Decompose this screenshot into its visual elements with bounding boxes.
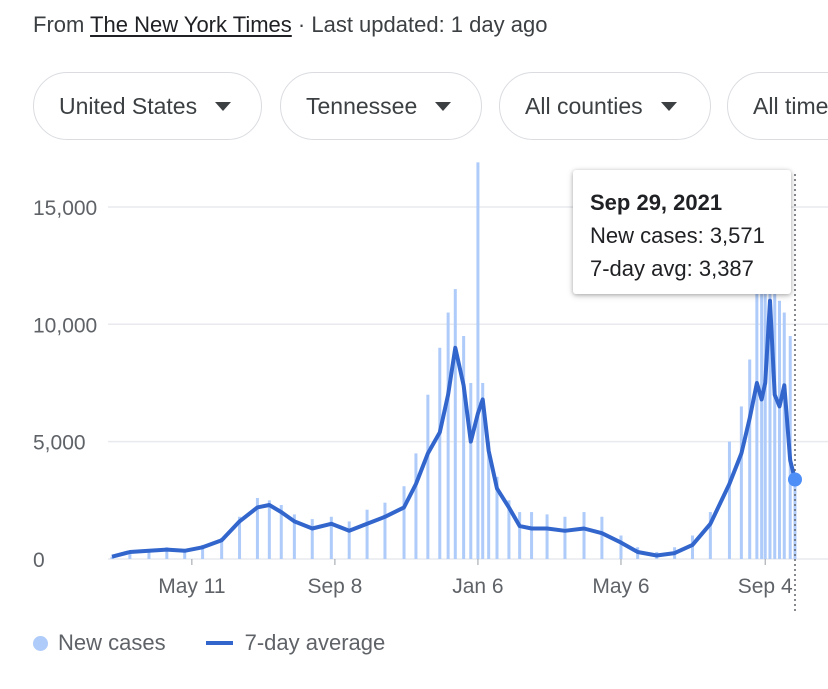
- publisher-link[interactable]: The New York Times: [90, 12, 292, 37]
- seven-day-average-line: [111, 298, 797, 559]
- dropdown-arrow-icon: [215, 101, 232, 111]
- new-cases-bar: [453, 289, 457, 559]
- new-cases-bar: [530, 512, 534, 559]
- x-tick-label: Jan 6: [452, 575, 503, 598]
- state-filter-chip[interactable]: Tennessee: [280, 72, 482, 140]
- new-cases-bar: [563, 516, 567, 559]
- x-tick-label: Sep 8: [307, 575, 362, 598]
- new-cases-bar: [110, 556, 114, 559]
- new-cases-bar: [507, 500, 511, 559]
- cases-chart[interactable]: 0 5,000 10,000 15,000 May 11 Sep 8 Jan 6 May 6 S…: [0, 160, 828, 620]
- tooltip-7day-avg: 7-day avg: 3,387: [590, 256, 754, 281]
- time-filter-chip[interactable]: All time: [727, 72, 828, 140]
- y-tick-label: 0: [33, 549, 45, 572]
- new-cases-bar: [739, 406, 743, 559]
- new-cases-bar: [220, 537, 224, 559]
- new-cases-bar: [495, 476, 499, 559]
- new-cases-bar: [310, 519, 314, 559]
- new-cases-bar: [793, 475, 797, 559]
- new-cases-bar: [402, 486, 406, 559]
- state-filter-label: Tennessee: [306, 92, 418, 119]
- new-cases-bar: [727, 441, 731, 559]
- country-filter-label: United States: [59, 92, 198, 119]
- last-updated-text: · Last updated: 1 day ago: [291, 12, 548, 37]
- new-cases-bar: [329, 516, 333, 559]
- new-cases-bar: [476, 162, 480, 560]
- avg-legend-label: 7-day average: [244, 630, 386, 655]
- x-tick-label: May 11: [158, 575, 225, 598]
- new-cases-bar: [267, 500, 271, 559]
- source-prefix: From: [33, 12, 91, 37]
- county-filter-label: All counties: [525, 92, 643, 119]
- new-cases-bar: [201, 544, 205, 559]
- chart-legend: New cases 7-day average: [33, 630, 385, 656]
- new-cases-bar: [128, 551, 132, 559]
- new-cases-bar: [748, 359, 752, 559]
- new-cases-bar: [165, 547, 169, 559]
- country-filter-chip[interactable]: United States: [33, 72, 262, 140]
- new-cases-bar: [487, 441, 491, 559]
- new-cases-legend-swatch: [33, 635, 48, 651]
- new-cases-bar: [383, 502, 387, 559]
- new-cases-bar: [438, 347, 442, 559]
- new-cases-bar: [147, 549, 151, 559]
- dropdown-arrow-icon: [435, 101, 452, 111]
- avg-legend-swatch: [205, 641, 233, 645]
- new-cases-bar: [763, 277, 767, 559]
- new-cases-bar: [778, 300, 782, 559]
- new-cases-bar: [255, 497, 259, 559]
- new-cases-bar: [347, 521, 351, 559]
- y-tick-label: 15,000: [33, 197, 97, 220]
- new-cases-bar: [292, 514, 296, 559]
- chart-tooltip: Sep 29, 2021 New cases: 3,571 7-day avg:…: [573, 170, 791, 294]
- new-cases-bar: [760, 282, 764, 559]
- new-cases-bar: [782, 312, 786, 559]
- dropdown-arrow-icon: [660, 101, 677, 111]
- x-tick-label: Sep 4: [738, 575, 793, 598]
- new-cases-bar: [279, 505, 283, 559]
- time-filter-label: All time: [753, 92, 828, 119]
- y-tick-label: 10,000: [33, 314, 97, 337]
- tooltip-date: Sep 29, 2021: [590, 190, 723, 215]
- new-cases-bar: [773, 289, 777, 559]
- new-cases-bar: [426, 394, 430, 559]
- new-cases-bar: [708, 512, 712, 559]
- new-cases-bar: [600, 516, 604, 559]
- new-cases-bar: [462, 336, 466, 559]
- tooltip-new-cases: New cases: 3,571: [590, 223, 765, 248]
- new-cases-bar: [755, 277, 759, 559]
- new-cases-bar: [365, 509, 369, 559]
- new-cases-bar: [545, 514, 549, 559]
- new-cases-bar: [690, 535, 694, 559]
- new-cases-legend-label: New cases: [58, 630, 166, 655]
- new-cases-bar: [768, 265, 772, 559]
- filter-bar: United States Tennessee All counties All…: [33, 72, 828, 144]
- county-filter-chip[interactable]: All counties: [499, 72, 711, 140]
- new-cases-bar: [238, 516, 242, 559]
- new-cases-bar: [582, 512, 586, 559]
- x-tick-label: May 6: [592, 575, 649, 598]
- new-cases-bar: [518, 512, 522, 559]
- new-cases-bar: [414, 453, 418, 559]
- source-line: From The New York Times · Last updated: …: [33, 12, 547, 38]
- new-cases-bar: [469, 382, 473, 559]
- y-tick-label: 5,000: [33, 432, 86, 455]
- new-cases-bar: [183, 549, 187, 559]
- new-cases-bar: [446, 312, 450, 559]
- hover-marker: [788, 472, 802, 487]
- new-cases-bar: [619, 535, 623, 559]
- new-cases-bar: [481, 382, 485, 559]
